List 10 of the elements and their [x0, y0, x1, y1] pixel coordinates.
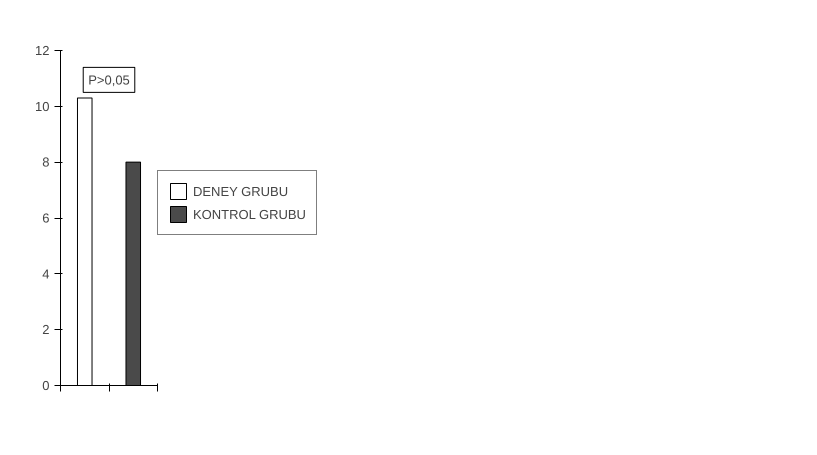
y-tick-label: 12 — [35, 43, 50, 58]
y-tick-label: 10 — [35, 98, 50, 114]
y-tick-label: 2 — [42, 322, 50, 338]
y-tick-label: 0 — [42, 378, 50, 393]
y-tick-label: 8 — [42, 154, 50, 170]
y-tick-label: 4 — [42, 266, 50, 282]
y-tick-label: 6 — [42, 210, 50, 226]
legend-label: DENEY GRUBU — [193, 184, 288, 198]
annotation: P>0,05 — [88, 72, 130, 88]
legend-label: KONTROL GRUBU — [193, 206, 306, 222]
